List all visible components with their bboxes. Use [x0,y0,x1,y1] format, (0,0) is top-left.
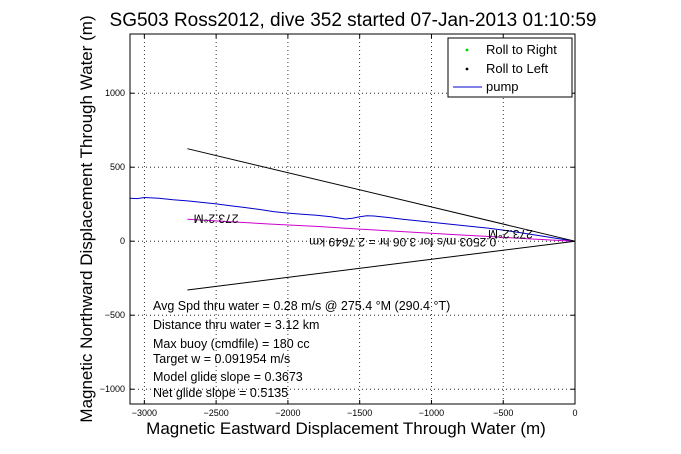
x-tick-label: −1500 [347,408,372,418]
legend-marker-roll-left [465,67,469,71]
annotation-avg-speed: Avg Spd thru water = 0.28 m/s @ 275.4 °M… [153,299,450,313]
annotation-model-glide: Model glide slope = 0.3673 [153,370,303,384]
axis-ticks: −3000 −2500 −2000 −1500 −1000 −500 0 −1000 −500 0… [100,34,578,418]
x-tick-label: −3000 [132,408,157,418]
chart-title: SG503 Ross2012, dive 352 started 07-Jan-… [110,10,597,31]
plot-label: 0.2503 m/s for 3.06 hr = 2.7649 km [309,235,496,249]
annotation-distance: Distance thru water = 3.12 km [153,318,319,332]
series-layer [129,148,576,291]
y-tick-label: 1000 [105,88,125,98]
grid [130,34,575,404]
legend-label-roll-right: Roll to Right [486,42,557,57]
legend-marker-roll-right [465,48,469,52]
series-lower-bound [187,240,576,291]
legend-label-pump: pump [486,79,519,94]
series-pump-track [129,196,576,242]
x-tick-label: 0 [572,408,577,418]
legend: Roll to Right Roll to Left pump [447,37,573,98]
y-axis-label: Magnetic Northward Displacement Through … [77,15,96,422]
series-net-vector [187,218,576,242]
annotation-net-glide: Net glide slope = 0.5135 [153,386,288,400]
plot-label: 273.2°M [194,212,239,226]
x-axis-label: Magnetic Eastward Displacement Through W… [146,419,546,438]
annotations: Avg Spd thru water = 0.28 m/s @ 275.4 °M… [153,299,450,400]
y-tick-label: −500 [105,310,125,320]
y-tick-label: 500 [110,162,125,172]
legend-label-roll-left: Roll to Left [486,61,549,76]
y-tick-label: −1000 [100,384,125,394]
x-tick-label: −2000 [275,408,300,418]
y-tick-label: 0 [120,236,125,246]
x-tick-label: −500 [493,408,513,418]
plot-label: 273.2°M [488,227,533,241]
x-tick-label: −2500 [203,408,228,418]
annotation-max-buoy: Max buoy (cmdfile) = 180 cc [153,337,310,351]
plot-frame [129,33,576,405]
series-upper-bound [187,148,576,242]
x-tick-label: −1000 [419,408,444,418]
annotation-target-w: Target w = 0.091954 m/s [153,352,290,366]
